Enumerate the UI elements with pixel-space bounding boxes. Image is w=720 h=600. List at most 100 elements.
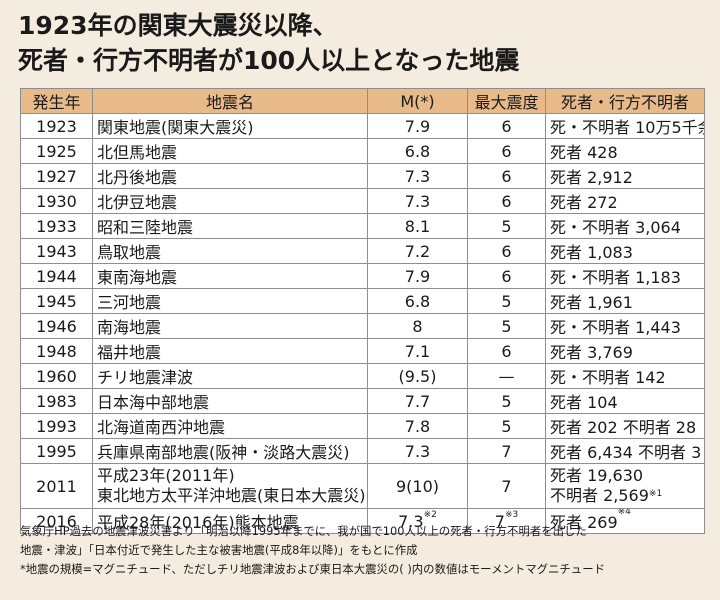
row-name: チリ地震津波 (92, 363, 368, 389)
table-row: 1945 三河地震 6.8 5 死者 1,961 (20, 288, 705, 314)
header-name: 地震名 (92, 88, 368, 114)
row-magnitude: 7.9 (367, 263, 468, 289)
row-magnitude: 6.8 (367, 288, 468, 314)
title-line-1: 1923年の関東大震災以降、 (18, 11, 338, 40)
table-row: 1933 昭和三陸地震 8.1 5 死・不明者 3,064 (20, 213, 705, 239)
table-header-row: 発生年 地震名 M(*) 最大震度 死者・行方不明者 (20, 88, 705, 114)
row-magnitude: 7.3※2 (367, 508, 468, 534)
row-name: 南海地震 (92, 313, 368, 339)
source-notes: 気象庁HP過去の地震津波災害より「明治以降1995年までに、我が国で100人以上… (20, 522, 710, 579)
row-year: 2016 (20, 508, 93, 534)
table-row: 1946 南海地震 8 5 死・不明者 1,443 (20, 313, 705, 339)
row-magnitude: 7.3 (367, 438, 468, 464)
row-magnitude: 7.9 (367, 113, 468, 139)
header-magnitude: M(*) (367, 88, 468, 114)
row-casualties: 死者 19,630 不明者 2,569※1 (545, 463, 705, 509)
row-intensity: 6 (467, 238, 546, 264)
row-name: 鳥取地震 (92, 238, 368, 264)
row-year: 1925 (20, 138, 93, 164)
note-line-3: *地震の規模=マグニチュード、ただしチリ地震津波および東日本大震災の( )内の数… (20, 562, 605, 576)
row-year: 1923 (20, 113, 93, 139)
table-row-2016: 2016 平成28年(2016年)熊本地震 7.3※2 7※3 死者 269※4 (20, 508, 705, 534)
row-name: 北但馬地震 (92, 138, 368, 164)
footnote-mark-4: ※4 (617, 508, 631, 518)
row-magnitude: 8.1 (367, 213, 468, 239)
row-intensity: 6 (467, 263, 546, 289)
row-name: 福井地震 (92, 338, 368, 364)
row-name: 北海道南西沖地震 (92, 413, 368, 439)
row-magnitude: 7.7 (367, 388, 468, 414)
row-casualties: 死者 1,083 (545, 238, 705, 264)
row-casualties: 死者 6,434 不明者 3 (545, 438, 705, 464)
row-intensity: 6 (467, 163, 546, 189)
row-name: 北伊豆地震 (92, 188, 368, 214)
table-row: 1925 北但馬地震 6.8 6 死者 428 (20, 138, 705, 164)
row-name: 日本海中部地震 (92, 388, 368, 414)
row-intensity-value: 7 (494, 511, 505, 531)
row-casualties: 死・不明者 1,183 (545, 263, 705, 289)
row-name: 平成23年(2011年) 東北地方太平洋沖地震(東日本大震災) (92, 463, 368, 509)
row-casualties: 死・不明者 1,443 (545, 313, 705, 339)
row-intensity: 5 (467, 313, 546, 339)
footnote-mark-2: ※2 (423, 509, 437, 520)
row-casualties: 死者 202 不明者 28 (545, 413, 705, 439)
row-casualties-line-1: 死者 19,630 (550, 466, 644, 485)
row-magnitude: 7.3 (367, 163, 468, 189)
row-casualties: 死・不明者 3,064 (545, 213, 705, 239)
row-year: 1930 (20, 188, 93, 214)
row-intensity: 5 (467, 388, 546, 414)
table-row: 1960 チリ地震津波 (9.5) — 死・不明者 142 (20, 363, 705, 389)
row-year: 1927 (20, 163, 93, 189)
row-year: 1960 (20, 363, 93, 389)
row-casualties: 死者 104 (545, 388, 705, 414)
row-intensity: 5 (467, 213, 546, 239)
table-row-2011: 2011 平成23年(2011年) 東北地方太平洋沖地震(東日本大震災) 9(1… (20, 463, 705, 509)
row-magnitude: 7.1 (367, 338, 468, 364)
note-line-2: 地震・津波」「日本付近で発生した主な被害地震(平成8年以降)」をもとに作成 (20, 543, 418, 557)
row-casualties: 死者 272 (545, 188, 705, 214)
row-intensity: 6 (467, 188, 546, 214)
row-year: 1944 (20, 263, 93, 289)
table-row: 1983 日本海中部地震 7.7 5 死者 104 (20, 388, 705, 414)
header-year: 発生年 (20, 88, 93, 114)
table-row: 1944 東南海地震 7.9 6 死・不明者 1,183 (20, 263, 705, 289)
row-magnitude: 6.8 (367, 138, 468, 164)
row-name: 兵庫県南部地震(阪神・淡路大震災) (92, 438, 368, 464)
row-casualties-value: 死者 269 (550, 513, 618, 532)
row-name: 東南海地震 (92, 263, 368, 289)
row-year: 1933 (20, 213, 93, 239)
row-intensity: — (467, 363, 546, 389)
row-year: 1948 (20, 338, 93, 364)
header-max-intensity: 最大震度 (467, 88, 546, 114)
table-row: 1995 兵庫県南部地震(阪神・淡路大震災) 7.3 7 死者 6,434 不明者 3 (20, 438, 705, 464)
earthquake-table: 発生年 地震名 M(*) 最大震度 死者・行方不明者 1923 関東地震(関東大震… (20, 88, 705, 534)
row-year: 1993 (20, 413, 93, 439)
row-magnitude: 8 (367, 313, 468, 339)
row-name: 三河地震 (92, 288, 368, 314)
footnote-mark-1: ※1 (648, 489, 663, 499)
row-casualties-line-2: 不明者 2,569※1 (550, 486, 700, 506)
footnote-mark-3: ※3 (504, 509, 519, 520)
row-casualties: 死・不明者 10万5千余 (545, 113, 705, 139)
table-row: 1993 北海道南西沖地震 7.8 5 死者 202 不明者 28 (20, 413, 705, 439)
note-line-1: 気象庁HP過去の地震津波災害より「明治以降1995年までに、我が国で100人以上… (20, 524, 587, 538)
row-casualties: 死・不明者 142 (545, 363, 705, 389)
row-intensity: 6 (467, 338, 546, 364)
table-row: 1948 福井地震 7.1 6 死者 3,769 (20, 338, 705, 364)
row-year: 2011 (20, 463, 93, 509)
row-casualties: 死者 3,769 (545, 338, 705, 364)
title-line-2: 死者・行方不明者が100人以上となった地震 (18, 46, 520, 75)
row-name: 北丹後地震 (92, 163, 368, 189)
row-casualties-missing: 不明者 2,569 (550, 486, 649, 505)
row-magnitude: 7.8 (367, 413, 468, 439)
row-name-line-1: 平成23年(2011年) (97, 466, 235, 485)
header-casualties: 死者・行方不明者 (545, 88, 705, 114)
row-year: 1943 (20, 238, 93, 264)
row-casualties: 死者 269※4 (545, 508, 705, 534)
row-magnitude-value: 7.3 (398, 511, 424, 531)
row-name: 関東地震(関東大震災) (92, 113, 368, 139)
row-magnitude: (9.5) (367, 363, 468, 389)
row-intensity: 6 (467, 113, 546, 139)
row-year: 1995 (20, 438, 93, 464)
row-intensity: 7 (467, 463, 546, 509)
